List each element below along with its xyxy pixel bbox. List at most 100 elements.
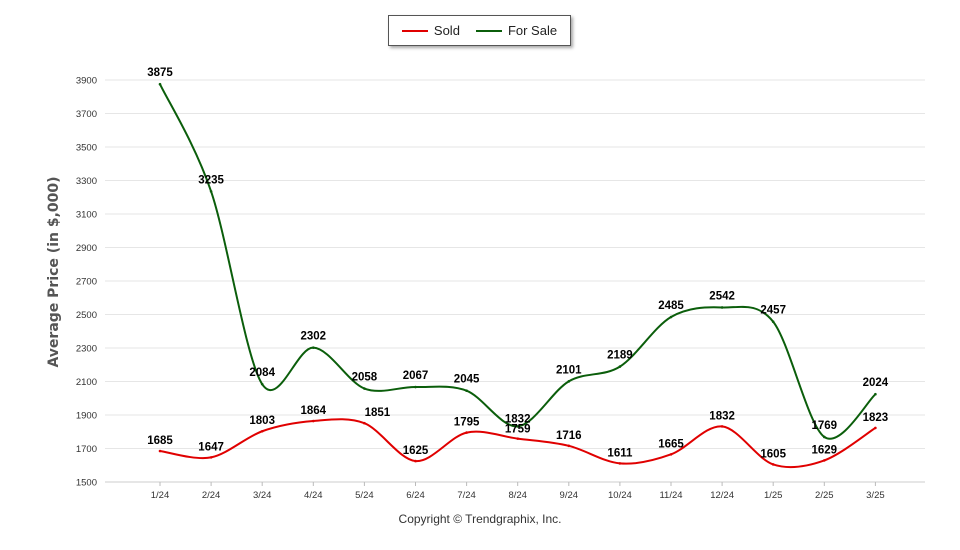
y-tick-label: 1700 bbox=[76, 444, 97, 455]
for-sale-data-point bbox=[312, 346, 315, 349]
legend-item-for-sale[interactable]: For Sale bbox=[475, 23, 558, 38]
for-sale-data-point bbox=[516, 425, 519, 428]
for-sale-data-label: 3875 bbox=[147, 67, 173, 79]
legend-item-sold[interactable]: Sold bbox=[401, 23, 460, 38]
copyright-text: Copyright © Trendgraphix, Inc. bbox=[398, 512, 562, 526]
x-tick-label: 10/24 bbox=[608, 490, 632, 501]
y-tick-label: 3900 bbox=[76, 76, 97, 87]
legend-swatch-for-sale bbox=[475, 29, 502, 32]
x-tick-label: 9/24 bbox=[560, 490, 579, 501]
x-tick-label: 2/24 bbox=[202, 490, 221, 501]
sold-data-label: 1803 bbox=[249, 415, 275, 427]
for-sale-data-point bbox=[669, 315, 673, 319]
sold-data-point bbox=[158, 449, 162, 453]
sold-data-point bbox=[260, 429, 264, 433]
y-tick-label: 3300 bbox=[76, 176, 97, 187]
x-tick-label: 5/24 bbox=[355, 490, 374, 501]
x-tick-label: 2/25 bbox=[815, 490, 834, 501]
y-tick-label: 3700 bbox=[76, 109, 97, 120]
x-tick-label: 1/24 bbox=[151, 490, 170, 501]
sold-data-label: 1832 bbox=[709, 410, 735, 422]
sold-data-label: 1629 bbox=[812, 444, 838, 456]
sold-data-point bbox=[363, 421, 366, 425]
y-tick-label: 2300 bbox=[76, 344, 97, 355]
x-tick-label: 8/24 bbox=[508, 490, 527, 501]
y-tick-label: 3100 bbox=[76, 210, 97, 221]
for-sale-data-point bbox=[260, 382, 264, 386]
y-tick-label: 1500 bbox=[76, 478, 97, 489]
sold-data-label: 1716 bbox=[556, 430, 582, 442]
for-sale-data-label: 2045 bbox=[454, 374, 480, 386]
sold-data-point bbox=[874, 426, 877, 430]
legend-label-sold: Sold bbox=[433, 23, 460, 38]
sold-data-point bbox=[414, 459, 417, 463]
sold-data-point bbox=[209, 456, 213, 459]
sold-data-point bbox=[720, 425, 724, 428]
sold-data-label: 1851 bbox=[365, 407, 391, 419]
for-sale-data-label: 2485 bbox=[658, 300, 684, 312]
for-sale-data-label: 3235 bbox=[198, 174, 224, 186]
x-tick-label: 12/24 bbox=[710, 490, 734, 501]
x-tick-label: 6/24 bbox=[406, 490, 425, 501]
for-sale-data-point bbox=[874, 392, 877, 396]
x-tick-label: 4/24 bbox=[304, 490, 323, 501]
for-sale-data-point bbox=[414, 385, 417, 389]
y-tick-label: 2100 bbox=[76, 377, 97, 388]
sold-data-label: 1647 bbox=[198, 441, 224, 453]
for-sale-data-label: 2302 bbox=[301, 331, 327, 343]
x-tick-label: 1/25 bbox=[764, 490, 783, 501]
data-labels: 1685 1647 1803 1864 1851 1625 1795 1759 1716 1611… bbox=[147, 67, 889, 460]
for-sale-data-label: 1832 bbox=[505, 413, 531, 425]
for-sale-data-point bbox=[567, 380, 571, 383]
y-axis-title: Average Price (in $,000) bbox=[46, 176, 62, 368]
y-tick-label: 2900 bbox=[76, 243, 97, 254]
legend-label-for-sale: For Sale bbox=[507, 23, 558, 38]
legend-swatch-sold bbox=[401, 29, 428, 32]
for-sale-data-label: 2101 bbox=[556, 364, 582, 376]
sold-data-point bbox=[567, 444, 571, 448]
sold-data-label: 1665 bbox=[658, 438, 684, 450]
sold-data-point bbox=[312, 419, 315, 423]
sold-data-label: 1685 bbox=[147, 435, 173, 447]
for-sale-data-label: 1769 bbox=[812, 420, 838, 432]
legend: Sold For Sale bbox=[388, 15, 571, 46]
for-sale-data-label: 2067 bbox=[403, 370, 429, 382]
sold-data-point bbox=[618, 462, 622, 465]
y-tick-label: 2700 bbox=[76, 277, 97, 288]
y-tick-label: 3500 bbox=[76, 143, 97, 154]
sold-data-point bbox=[516, 437, 519, 440]
sold-data-point bbox=[669, 453, 673, 456]
for-sale-data-point bbox=[363, 387, 366, 390]
y-tick-label: 1900 bbox=[76, 411, 97, 422]
sold-data-label: 1823 bbox=[863, 412, 889, 424]
sold-data-label: 1605 bbox=[760, 448, 786, 460]
for-sale-data-point bbox=[465, 389, 468, 393]
for-sale-data-label: 2058 bbox=[352, 372, 378, 384]
sold-data-point bbox=[465, 431, 468, 434]
x-tick-label: 11/24 bbox=[659, 490, 682, 501]
for-sale-data-point bbox=[158, 82, 162, 86]
axes: 1500 1700 1900 2100 2300 2500 2700 2900 3100 3300… bbox=[76, 76, 925, 501]
sold-data-point bbox=[771, 463, 775, 466]
sold-data-label: 1795 bbox=[454, 417, 480, 429]
sold-data-label: 1611 bbox=[607, 447, 633, 459]
sold-data-label: 1759 bbox=[505, 424, 531, 436]
for-sale-data-label: 2024 bbox=[863, 377, 889, 389]
sold-data-label: 1625 bbox=[403, 445, 429, 457]
for-sale-data-point bbox=[618, 365, 622, 368]
x-tick-label: 7/24 bbox=[457, 490, 476, 501]
y-tick-label: 2500 bbox=[76, 310, 97, 321]
series-lines bbox=[158, 82, 877, 469]
for-sale-data-label: 2189 bbox=[607, 350, 633, 362]
for-sale-data-point bbox=[720, 306, 724, 309]
for-sale-data-label: 2542 bbox=[709, 290, 735, 302]
for-sale-data-point bbox=[209, 190, 213, 193]
for-sale-data-point bbox=[771, 320, 775, 324]
for-sale-data-label: 2457 bbox=[760, 305, 786, 317]
for-sale-data-label: 2084 bbox=[249, 367, 275, 379]
for-sale-series-line bbox=[159, 83, 877, 440]
sold-data-label: 1864 bbox=[301, 405, 327, 417]
x-tick-label: 3/25 bbox=[866, 490, 885, 501]
for-sale-data-point bbox=[823, 435, 826, 439]
